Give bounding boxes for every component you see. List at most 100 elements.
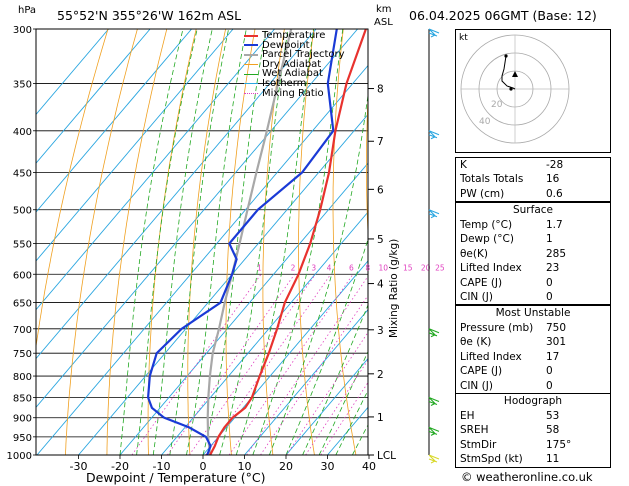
- surface-thetae-value: 285: [546, 247, 567, 260]
- mu-pressure-value: 750: [546, 322, 567, 334]
- indices-table: K -28 Totals Totals 16 PW (cm) 0.6: [455, 157, 611, 203]
- wind-barb: [428, 426, 440, 436]
- sreh-value: 58: [546, 424, 560, 437]
- mixing-ratio-label-8: 8: [365, 263, 370, 272]
- km-tick-2: 2: [377, 369, 384, 381]
- temperature-line: [209, 29, 367, 455]
- isotherm-line: [36, 64, 368, 455]
- dry-adiabat-line: [608, 29, 629, 455]
- isotherm-line: [36, 29, 109, 116]
- stmdir-value: 175°: [546, 438, 572, 451]
- pressure-tick-350: 350: [13, 80, 32, 91]
- wind-barb: [428, 328, 440, 338]
- km-tick-5: 5: [377, 234, 384, 246]
- wind-barb: [428, 396, 440, 406]
- stmdir-label: StmDir: [460, 438, 497, 451]
- sreh-label: SREH: [460, 424, 489, 437]
- wet-adiabat-line: [152, 29, 213, 455]
- wet-adiabat-line: [119, 29, 184, 455]
- mixing-ratio-line: [305, 359, 368, 455]
- wet-adiabat-line: [136, 29, 198, 455]
- stmspd-label: StmSpd (kt): [460, 453, 523, 466]
- isotherm-line: [36, 29, 151, 164]
- pressure-tick-400: 400: [13, 127, 32, 138]
- tt-label: Totals Totals: [460, 173, 524, 186]
- mu-li-label: Lifted Index: [460, 350, 522, 363]
- wet-adiabat-line: [235, 29, 314, 455]
- mixing-ratio-label-2: 2: [291, 263, 296, 272]
- dry-adiabat-line: [225, 29, 256, 455]
- km-unit-label: km: [376, 4, 392, 15]
- legend-item-isotherm: Isotherm: [244, 79, 345, 89]
- wet-adiabat-line: [302, 303, 368, 455]
- dry-adiabat-line: [187, 29, 226, 455]
- mixing-ratio-line: [131, 274, 262, 455]
- mixing-ratio-line: [246, 275, 368, 455]
- wet-adiabat-line: [186, 29, 247, 455]
- dry-adiabat-line: [65, 29, 138, 455]
- legend-item-dewpoint: Dewpoint: [244, 40, 345, 51]
- p-unit-label: hPa: [18, 5, 37, 16]
- dewpoint-line: [146, 29, 338, 455]
- wind-barbs: [428, 28, 440, 464]
- temperature-tick-10: 10: [238, 460, 252, 473]
- pressure-tick-500: 500: [13, 206, 32, 217]
- pw-label: PW (cm): [460, 187, 505, 200]
- isotherm-line: [161, 211, 368, 455]
- wind-barb: [428, 454, 440, 464]
- surface-table: Surface Temp (°C) 1.7 Dewp (°C) 1 θe(K) 285…: [455, 202, 611, 306]
- hodo-trace: [501, 55, 516, 90]
- pressure-tick-900: 900: [13, 414, 32, 425]
- temperature-tick-30: 30: [321, 460, 335, 473]
- surface-dewp-value: 1: [546, 233, 553, 246]
- pressure-tick-850: 850: [13, 393, 32, 404]
- asl-label: ASL: [374, 17, 393, 28]
- legend-item-parcel-trajectory: Parcel Trajectory: [244, 50, 345, 60]
- surface-thetae-label: θe(K): [460, 247, 488, 260]
- credit-label: © weatheronline.co.uk: [461, 470, 593, 484]
- pressure-tick-450: 450: [13, 168, 32, 179]
- mixing-ratio-label-10: 10: [378, 263, 388, 272]
- mu-li-value: 17: [546, 350, 560, 363]
- hodo-title: Hodograph: [503, 395, 563, 407]
- dry-adiabat-line: [298, 29, 315, 455]
- hodograph-table: Hodograph EH 53 SREH 58 StmDir 175° StmSpd …: [455, 393, 611, 468]
- legend-item-dry-adiabat: Dry Adiabat: [244, 59, 345, 70]
- km-tick-1: 1: [377, 412, 384, 424]
- pressure-tick-300: 300: [13, 25, 32, 36]
- dry-adiabat-line: [36, 29, 109, 350]
- location-label: 55°52'N 355°26'W 162m ASL: [57, 8, 242, 23]
- mixing-ratio-label-25: 25: [435, 263, 445, 272]
- dry-adiabat-line: [106, 29, 168, 455]
- dry-adiabat-line: [262, 29, 285, 455]
- surface-cape-label: CAPE (J): [460, 276, 503, 289]
- wet-adiabat-line: [169, 29, 229, 455]
- surface-li-label: Lifted Index: [460, 262, 522, 275]
- mixing-ratio-line: [320, 381, 368, 455]
- isotherm-line: [36, 29, 192, 213]
- mixing-ratio-label-3: 3: [311, 263, 316, 272]
- km-tick-LCL: LCL: [377, 450, 396, 462]
- wind-barb: [428, 130, 440, 140]
- mu-thetae-value: 301: [546, 336, 567, 349]
- isotherm-line: [285, 357, 368, 455]
- profiles: [146, 29, 367, 455]
- pw-value: 0.6: [546, 187, 563, 200]
- eh-label: EH: [460, 410, 475, 422]
- mixing-ratio-line: [228, 274, 354, 455]
- k-label: K: [460, 159, 467, 171]
- pressure-tick-950: 950: [13, 433, 32, 444]
- temperature-tick-0: 0: [200, 460, 207, 473]
- mu-thetae-label: θe (K): [460, 336, 492, 349]
- km-tick-6: 6: [377, 184, 384, 196]
- isotherm-line: [36, 29, 358, 409]
- mixing-ratio-label-15: 15: [403, 263, 413, 272]
- temperature-tick-40: 40: [362, 460, 376, 473]
- mixing-ratio-label-20: 20: [421, 263, 431, 272]
- wind-barb: [428, 28, 440, 38]
- surface-temp-value: 1.7: [546, 219, 563, 231]
- isotherm-line: [36, 29, 275, 311]
- legend-item-temperature: Temperature: [244, 31, 345, 41]
- isotherm-line: [36, 29, 234, 262]
